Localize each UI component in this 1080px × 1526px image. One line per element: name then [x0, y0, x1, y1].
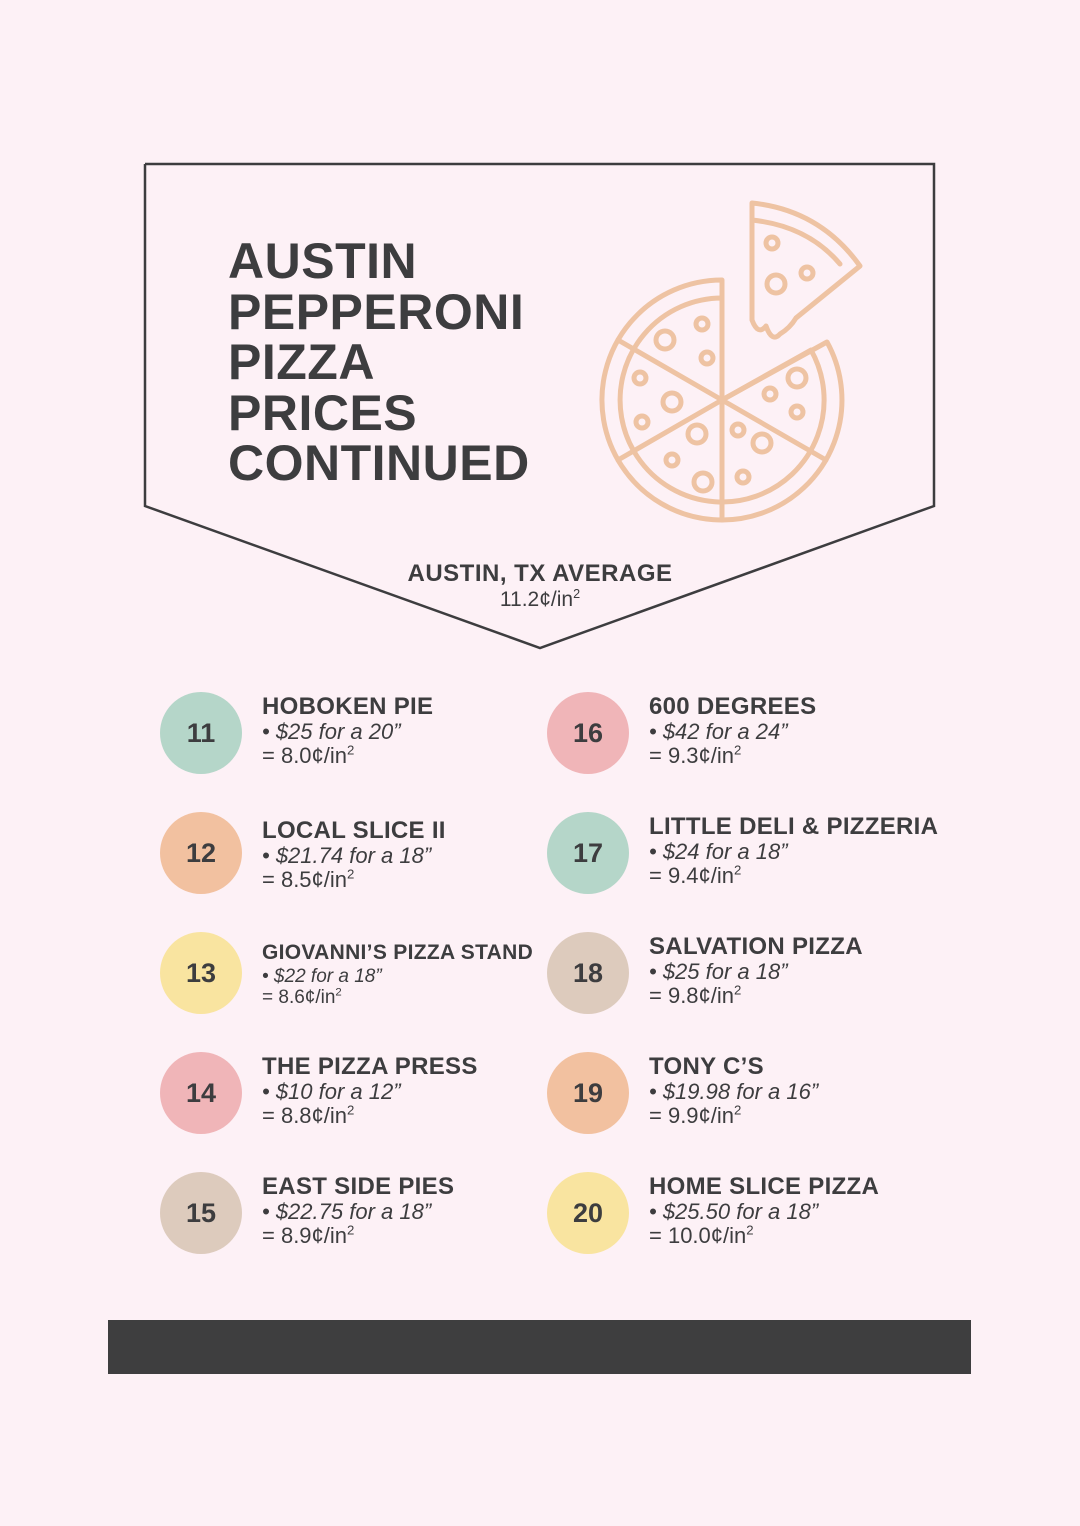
- entry-info: GIOVANNI’S PIZZA STAND • $22 for a 18” =…: [262, 940, 533, 1008]
- title-banner-frame: [143, 162, 936, 650]
- pizza-price: • $25 for a 20”: [262, 719, 401, 744]
- pizzeria-name: THE PIZZA PRESS: [262, 1053, 478, 1080]
- pizzeria-name: TONY C’S: [649, 1053, 764, 1080]
- title-line: PIZZA: [228, 334, 375, 390]
- pizzeria-name: HOME SLICE PIZZA: [649, 1173, 880, 1200]
- title-line: PEPPERONI: [228, 283, 525, 340]
- average-value: 11.2¢/in2: [499, 587, 581, 611]
- pizza-price: • $25.50 for a 18”: [649, 1199, 819, 1224]
- pizzeria-name: LITTLE DELI & PIZZERIA: [649, 813, 939, 840]
- pizzeria-name: EAST SIDE PIES: [262, 1173, 455, 1200]
- title-line: PRICES: [228, 384, 418, 441]
- pizza-price: • $22.75 for a 18”: [262, 1199, 432, 1224]
- pizzeria-name: GIOVANNI’S PIZZA STAND: [262, 941, 534, 964]
- cost-per-area: = 9.9¢/in2: [649, 1102, 742, 1128]
- pizza-price: • $25 for a 18”: [649, 959, 788, 984]
- entry-info: SALVATION PIZZA • $25 for a 18” = 9.8¢/i…: [649, 934, 863, 1008]
- footer-bar: [108, 1320, 971, 1374]
- rank-badge: 13: [160, 932, 242, 1014]
- rank-badge: 17: [547, 812, 629, 894]
- rank-badge: 12: [160, 812, 242, 894]
- cost-per-area: = 10.0¢/in2: [649, 1222, 754, 1248]
- cost-per-area: = 8.6¢/in2: [262, 986, 342, 1008]
- pizza-price: • $24 for a 18”: [649, 839, 788, 864]
- rank-badge: 18: [547, 932, 629, 1014]
- cost-per-area: = 9.4¢/in2: [649, 862, 742, 888]
- pizza-price: • $19.98 for a 16”: [649, 1079, 819, 1104]
- average-value-text: 11.2¢/in: [499, 588, 574, 611]
- title-line: AUSTIN: [228, 233, 418, 289]
- pizza-icon: [599, 200, 863, 523]
- pizzeria-name: HOBOKEN PIE: [262, 693, 434, 720]
- rank-badge: 20: [547, 1172, 629, 1254]
- pizza-price: • $22 for a 18”: [262, 966, 382, 987]
- rank-badge: 11: [160, 692, 242, 774]
- pizzeria-name: 600 DEGREES: [649, 693, 817, 720]
- cost-per-area: = 8.9¢/in2: [262, 1222, 355, 1248]
- pizza-price: • $21.74 for a 18”: [262, 843, 432, 868]
- rank-badge: 16: [547, 692, 629, 774]
- rank-badge: 19: [547, 1052, 629, 1134]
- entry-info: 600 DEGREES • $42 for a 24” = 9.3¢/in2: [649, 694, 816, 768]
- pizza-price: • $42 for a 24”: [649, 719, 788, 744]
- entry-info: LOCAL SLICE II • $21.74 for a 18” = 8.5¢…: [262, 818, 446, 892]
- entry-info: THE PIZZA PRESS • $10 for a 12” = 8.8¢/i…: [262, 1054, 478, 1128]
- average-label: AUSTIN, TX AVERAGE: [407, 560, 673, 587]
- page-title: AUSTIN PEPPERONI PIZZA PRICES CONTINUED: [228, 236, 568, 489]
- cost-per-area: = 9.3¢/in2: [649, 742, 742, 768]
- entry-info: EAST SIDE PIES • $22.75 for a 18” = 8.9¢…: [262, 1174, 454, 1248]
- cost-per-area: = 9.8¢/in2: [649, 982, 742, 1008]
- rank-badge: 15: [160, 1172, 242, 1254]
- cost-per-area: = 8.5¢/in2: [262, 866, 355, 892]
- pizzeria-name: SALVATION PIZZA: [649, 933, 863, 960]
- pizzeria-name: LOCAL SLICE II: [262, 817, 446, 844]
- entry-info: TONY C’S • $19.98 for a 16” = 9.9¢/in2: [649, 1054, 818, 1128]
- cost-per-area: = 8.0¢/in2: [262, 742, 355, 768]
- entry-info: HOBOKEN PIE • $25 for a 20” = 8.0¢/in2: [262, 694, 433, 768]
- title-line: CONTINUED: [228, 435, 530, 491]
- cost-per-area: = 8.8¢/in2: [262, 1102, 355, 1128]
- rank-badge: 14: [160, 1052, 242, 1134]
- entry-info: LITTLE DELI & PIZZERIA • $24 for a 18” =…: [649, 814, 938, 888]
- pizza-price: • $10 for a 12”: [262, 1079, 401, 1104]
- entry-info: HOME SLICE PIZZA • $25.50 for a 18” = 10…: [649, 1174, 879, 1248]
